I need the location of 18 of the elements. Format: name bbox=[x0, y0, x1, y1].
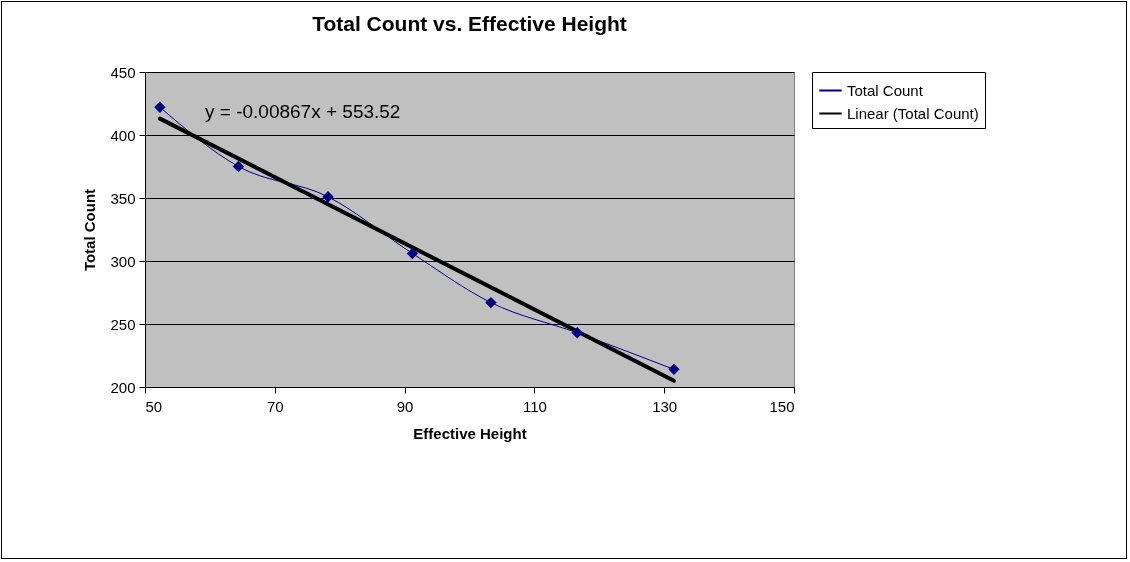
x-tick-label: 130 bbox=[652, 397, 678, 415]
x-tick-label: 70 bbox=[266, 397, 284, 415]
x-tick-label: 150 bbox=[769, 397, 795, 415]
x-tick-label: 110 bbox=[522, 397, 547, 415]
y-tick-label: 400 bbox=[110, 126, 136, 144]
y-tick-label: 300 bbox=[110, 252, 136, 270]
y-tick-label: 350 bbox=[110, 189, 136, 207]
x-tick-label: 50 bbox=[145, 397, 163, 415]
annotation: y = -0.00867x + 553.52 bbox=[205, 101, 401, 122]
y-axis-title: Total Count bbox=[81, 188, 99, 272]
y-tick-label: 200 bbox=[110, 378, 136, 396]
y-tick-label: 450 bbox=[110, 63, 136, 81]
y-tick-label: 250 bbox=[110, 315, 136, 333]
x-axis-title: Effective Height bbox=[413, 424, 527, 442]
legend-label: Linear (Total Count) bbox=[847, 104, 979, 122]
x-tick-label: 90 bbox=[396, 397, 414, 415]
legend-label: Total Count bbox=[847, 81, 924, 99]
chart-title: Total Count vs. Effective Height bbox=[312, 12, 627, 35]
